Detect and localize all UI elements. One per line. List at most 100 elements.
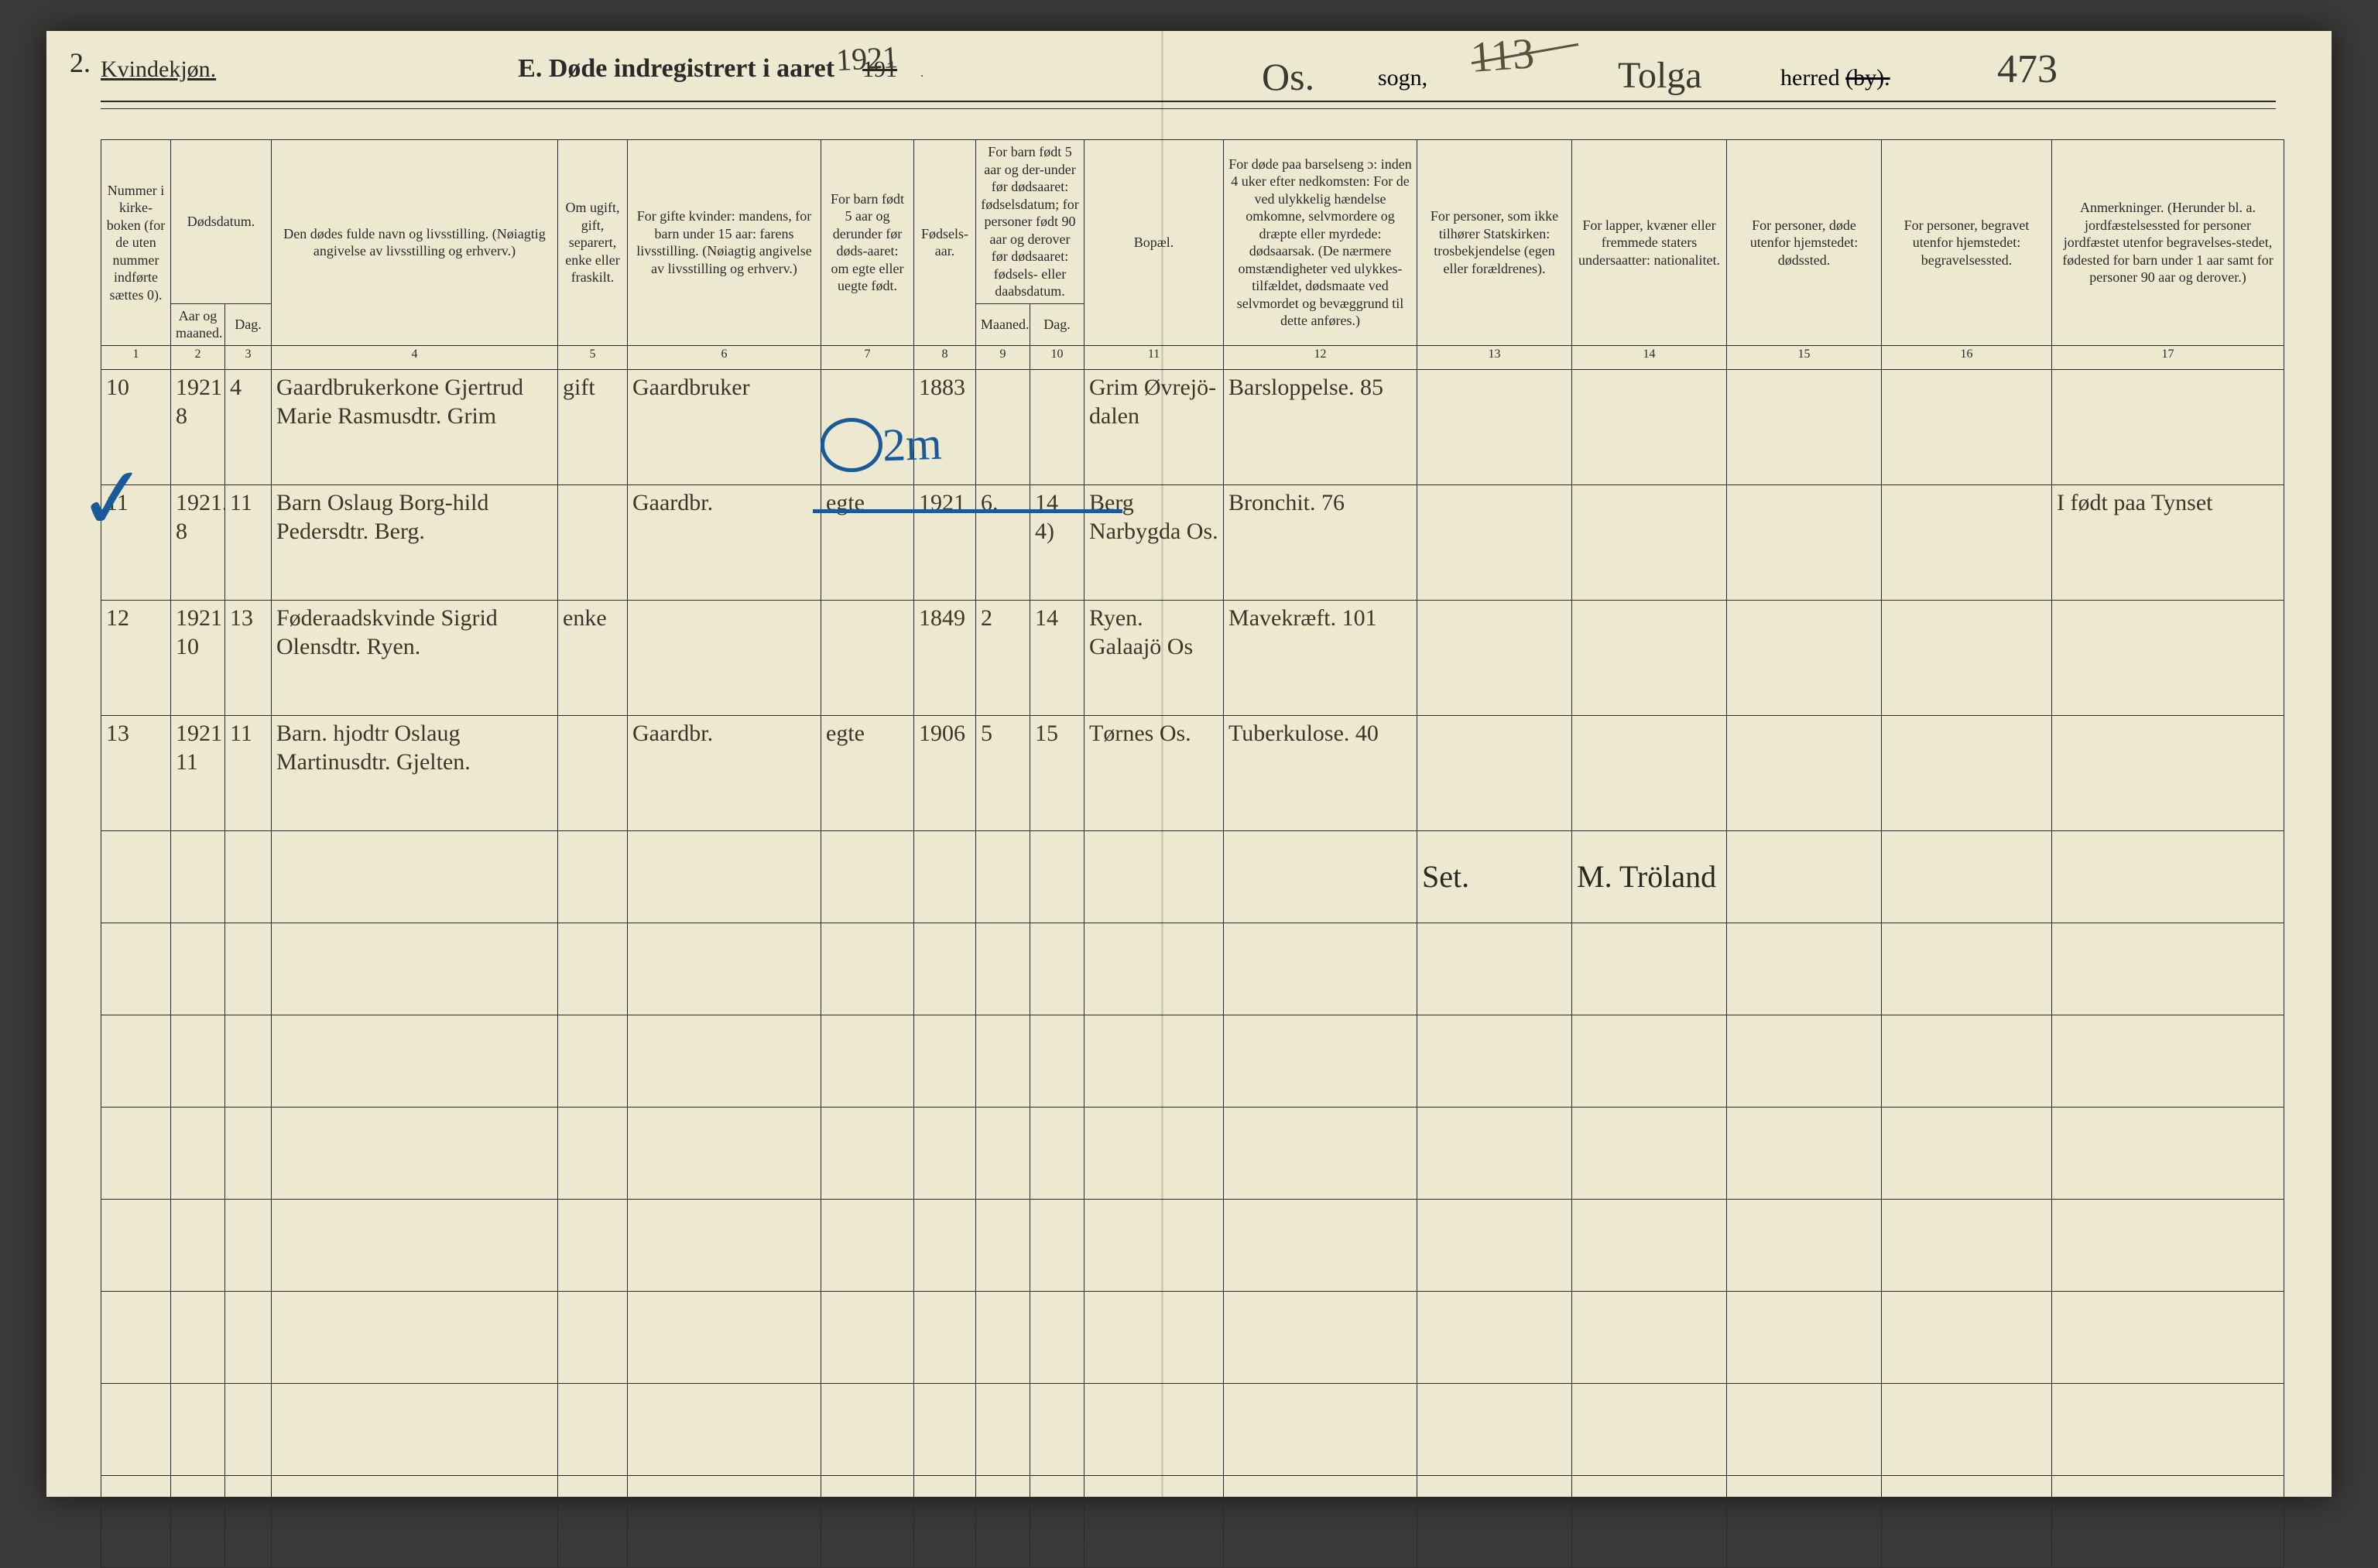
blank-cell (101, 1015, 171, 1107)
corner-page-number: 2. (70, 46, 91, 79)
blank-cell (976, 1107, 1030, 1199)
signature-cell (628, 830, 821, 923)
blank-cell (101, 1383, 171, 1475)
blank-cell (1572, 1383, 1727, 1475)
blank-cell (821, 1199, 914, 1291)
handwritten-sogn: Os. (1262, 54, 1314, 99)
blank-cell (101, 1199, 171, 1291)
cell-name: Gaardbrukerkone Gjertrud Marie Rasmusdtr… (272, 369, 558, 484)
blank-cell (1727, 1475, 1882, 1567)
column-number: 7 (821, 345, 914, 369)
blank-cell (821, 1015, 914, 1107)
signature-cell: M. Tröland (1572, 830, 1727, 923)
cell-year_month: 1921 10 (171, 600, 225, 715)
signature-cell (2052, 830, 2284, 923)
cell-c13 (1417, 484, 1572, 600)
blank-cell (225, 1199, 272, 1291)
blank-cell (1417, 1291, 1572, 1383)
cell-name: Barn. hjodtr Oslaug Martinusdtr. Gjelten… (272, 715, 558, 830)
blank-cell (1727, 1291, 1882, 1383)
column-number: 4 (272, 345, 558, 369)
cell-status (558, 484, 628, 600)
blank-cell (101, 1107, 171, 1199)
blank-cell (1417, 1015, 1572, 1107)
blank-cell (558, 1107, 628, 1199)
blank-cell (1727, 1015, 1882, 1107)
blank-cell (272, 1475, 558, 1567)
blank-cell (914, 1475, 976, 1567)
cell-status: enke (558, 600, 628, 715)
cell-c13 (1417, 369, 1572, 484)
blank-cell (2052, 1199, 2284, 1291)
blank-cell (171, 1199, 225, 1291)
blank-row (101, 1475, 2284, 1567)
cell-c17: I født paa Tynset (2052, 484, 2284, 600)
col-header-17: Anmerkninger. (Herunder bl. a. jordfæste… (2052, 140, 2284, 346)
blank-cell (1030, 1383, 1084, 1475)
blank-cell (2052, 923, 2284, 1015)
signature-cell (1084, 830, 1224, 923)
cell-mandens: Gaardbr. (628, 715, 821, 830)
blank-cell (914, 1291, 976, 1383)
blank-cell (1030, 1015, 1084, 1107)
column-number-row: 1234567891011121314151617 (101, 345, 2284, 369)
cell-c13 (1417, 600, 1572, 715)
blank-cell (976, 1199, 1030, 1291)
blank-cell (272, 1291, 558, 1383)
blank-cell (628, 1015, 821, 1107)
column-number: 12 (1224, 345, 1417, 369)
blue-checkmark-icon: ✓ (74, 446, 153, 551)
column-number: 16 (1882, 345, 2052, 369)
blank-cell (1417, 923, 1572, 1015)
cell-year_month: 1921 11 (171, 715, 225, 830)
signature-cell (171, 830, 225, 923)
cell-c16 (1882, 600, 2052, 715)
cell-residence: Ryen. Galaajö Os (1084, 600, 1224, 715)
blank-cell (1727, 1199, 1882, 1291)
cell-residence: Tørnes Os. (1084, 715, 1224, 830)
cell-c13 (1417, 715, 1572, 830)
cell-birth_year: 1849 (914, 600, 976, 715)
blank-cell (1572, 923, 1727, 1015)
blank-cell (821, 1107, 914, 1199)
blank-cell (1224, 923, 1417, 1015)
blank-cell (1417, 1107, 1572, 1199)
cell-egte (821, 600, 914, 715)
blank-cell (821, 923, 914, 1015)
blank-cell (976, 1291, 1030, 1383)
table-row: 121921 1013Føderaadskvinde Sigrid Olensd… (101, 600, 2284, 715)
signature-cell (1224, 830, 1417, 923)
col-header-8: Fødsels-aar. (914, 140, 976, 346)
blank-cell (1882, 1015, 2052, 1107)
cell-birth_month: 2 (976, 600, 1030, 715)
blank-cell (914, 1015, 976, 1107)
signature-cell (1727, 830, 1882, 923)
blank-cell (171, 1015, 225, 1107)
cell-birth_day: 15 (1030, 715, 1084, 830)
cell-c15 (1727, 369, 1882, 484)
signature-cell (976, 830, 1030, 923)
col-header-2: Aar og maaned. (171, 303, 225, 345)
blank-cell (2052, 1107, 2284, 1199)
col-header-14: For lapper, kvæner eller fremmede stater… (1572, 140, 1727, 346)
cell-birth_day (1030, 369, 1084, 484)
gender-label: Kvindekjøn. (101, 56, 216, 83)
cell-cause: Mavekræft. 101 (1224, 600, 1417, 715)
blank-cell (1084, 1199, 1224, 1291)
column-number: 6 (628, 345, 821, 369)
blank-row (101, 923, 2284, 1015)
title-period: . (920, 67, 923, 80)
col-header-10: Dag. (1030, 303, 1084, 345)
blank-cell (225, 1291, 272, 1383)
column-number: 2 (171, 345, 225, 369)
blank-cell (1882, 1199, 2052, 1291)
blank-cell (1727, 1383, 1882, 1475)
blank-cell (628, 1475, 821, 1567)
cell-day: 13 (225, 600, 272, 715)
blank-cell (558, 1291, 628, 1383)
cell-num: 12 (101, 600, 171, 715)
blank-row (101, 1015, 2284, 1107)
blank-cell (1084, 1291, 1224, 1383)
column-number: 11 (1084, 345, 1224, 369)
column-number: 13 (1417, 345, 1572, 369)
